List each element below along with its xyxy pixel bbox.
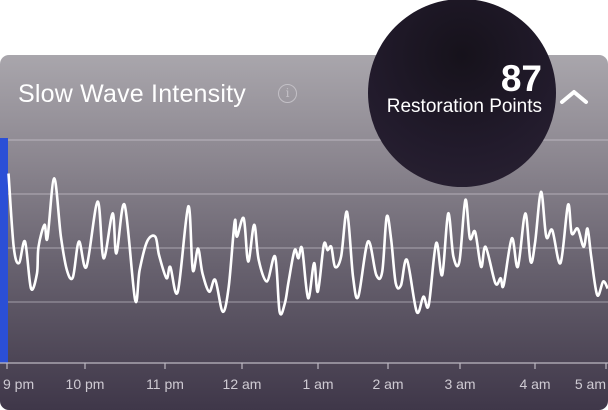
chevron-up-icon[interactable] [559,87,589,107]
restoration-score-label: Restoration Points [386,96,542,117]
info-circle-icon[interactable]: i [278,84,297,103]
x-tick-label: 2 am [372,376,403,392]
x-tick-label: 5 am [575,376,606,392]
series-line [7,173,608,316]
current-position-bar [0,138,8,363]
x-tick-label: 3 am [444,376,475,392]
x-tick-label: 10 pm [66,376,105,392]
card-title: Slow Wave Intensity [18,80,246,108]
x-tick-label: 9 pm [3,376,34,392]
x-tick-label: 11 pm [146,376,184,392]
x-tick-label: 1 am [302,376,333,392]
restoration-score: 87 [500,58,542,99]
score-circle [368,0,556,187]
slow-wave-chart: 9 pm 10 pm 11 pm 12 am 1 am 2 am 3 am 4 am 5 am [0,138,608,392]
x-tick-label: 12 am [223,376,262,392]
x-tick-label: 4 am [519,376,550,392]
